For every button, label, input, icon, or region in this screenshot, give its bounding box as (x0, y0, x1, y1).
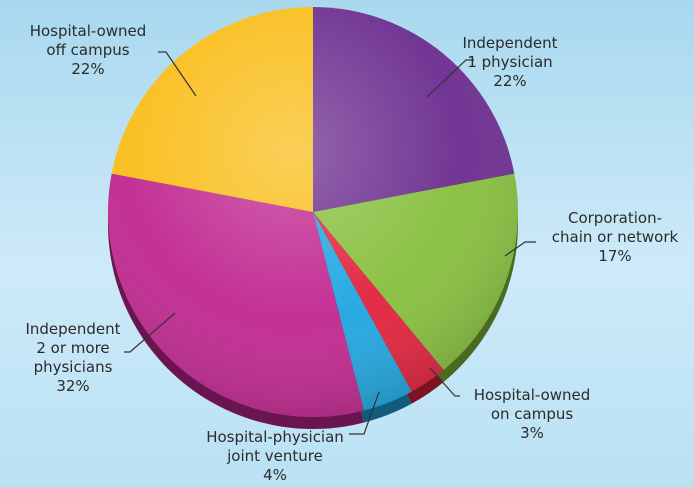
leader-line-1 (504, 241, 536, 257)
leader-line-2 (429, 367, 460, 397)
leader-line-4 (124, 312, 176, 353)
slice-label-3-line-0: Hospital-physician (206, 428, 344, 446)
leader-line-3 (349, 391, 380, 435)
pie-gloss-overlay (108, 7, 518, 417)
slice-label-4-line-0: Independent (25, 320, 121, 338)
slice-label-4: Independent 2 or more physicians 32% (18, 320, 128, 396)
slice-label-5-line-0: Hospital-owned (29, 22, 147, 40)
slice-label-0: Independent 1 physician 22% (445, 34, 575, 91)
leader-line-5 (158, 51, 197, 97)
slice-label-5-line-1: off campus (46, 41, 130, 59)
slice-label-1: Corporation- chain or network 17% (540, 209, 690, 266)
slice-label-4-line-2: physicians (33, 358, 113, 376)
slice-label-5-value: 22% (71, 60, 105, 78)
slice-label-2: Hospital-owned on campus 3% (462, 386, 602, 443)
slice-label-3: Hospital-physician joint venture 4% (200, 428, 350, 485)
slice-label-2-line-1: on campus (490, 405, 574, 423)
slice-label-0-line-1: 1 physician (467, 53, 553, 71)
slice-label-1-line-0: Corporation- (567, 209, 663, 227)
slice-label-1-value: 17% (598, 247, 632, 265)
slice-label-0-line-0: Independent (462, 34, 558, 52)
slice-label-2-value: 3% (520, 424, 544, 442)
slice-label-2-line-0: Hospital-owned (473, 386, 591, 404)
slice-label-4-line-1: 2 or more (36, 339, 110, 357)
slice-label-4-value: 32% (56, 377, 90, 395)
slice-label-5: Hospital-owned off campus 22% (18, 22, 158, 79)
slice-label-1-line-1: chain or network (551, 228, 679, 246)
slice-label-0-value: 22% (493, 72, 527, 90)
leader-line-0 (426, 59, 474, 98)
slice-label-3-value: 4% (263, 466, 287, 484)
slice-label-3-line-1: joint venture (227, 447, 323, 465)
